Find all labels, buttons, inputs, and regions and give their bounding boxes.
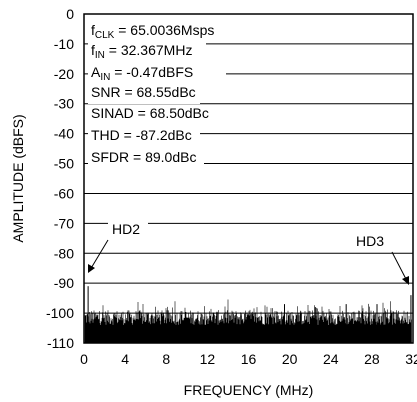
hd3-arrowhead [402, 276, 409, 285]
annotation-thd: THD = -87.2dBc [91, 127, 192, 143]
plot-frame [83, 13, 414, 344]
x-tick-label: 16 [241, 351, 257, 367]
x-tick-label: 28 [364, 351, 380, 367]
annotation-sfdr: SFDR = 89.0dBc [91, 149, 196, 165]
hd3-marker: HD3 [356, 233, 409, 285]
y-tick-label: -70 [54, 215, 74, 231]
y-tick-label: -60 [54, 185, 74, 201]
annotation-sinad: SINAD = 68.50dBc [91, 105, 209, 121]
x-tick-label: 24 [323, 351, 339, 367]
y-tick-labels: 0 -10 -20 -30 -40 -50 -60 -70 -80 -90 -100 -110 [46, 6, 74, 351]
y-tick-label: -90 [54, 275, 74, 291]
label-mask [88, 63, 226, 83]
noise-floor-series [84, 299, 412, 343]
y-tick-label: -50 [54, 156, 74, 172]
hd2-marker: HD2 [88, 221, 140, 273]
label-mask [352, 232, 392, 252]
hd2-label: HD2 [112, 221, 140, 237]
y-tick-label: -30 [54, 96, 74, 112]
label-mask [88, 126, 200, 146]
y-tick-label: -100 [46, 305, 74, 321]
x-axis-title: FREQUENCY (MHz) [184, 382, 314, 398]
y-axis-title: AMPLITUDE (dBFS) [10, 114, 26, 242]
grid [84, 20, 413, 314]
y-tick-label: 0 [66, 6, 74, 22]
hd2-arrow [89, 239, 109, 271]
noise-floor-trace [84, 299, 412, 343]
y-tick-label: -40 [54, 126, 74, 142]
y-tick-label: -10 [54, 36, 74, 52]
x-tick-label: 8 [162, 351, 170, 367]
x-tick-labels: 0 4 8 12 16 20 24 28 32 [80, 351, 417, 367]
x-tick-label: 0 [80, 351, 88, 367]
y-tick-label: -110 [47, 335, 74, 351]
y-tick-label: -20 [54, 66, 74, 82]
annotation-snr: SNR = 68.55dBc [91, 84, 196, 100]
spur-series [87, 286, 412, 343]
hd3-arrow [391, 251, 408, 282]
label-mask [88, 84, 200, 104]
label-mask [88, 148, 204, 168]
measurement-annotations: fCLK = 65.0036Msps fIN = 32.367MHz AIN =… [91, 22, 214, 165]
label-mask [88, 105, 208, 125]
label-mask [108, 220, 148, 240]
label-mask [88, 42, 206, 62]
label-mask [88, 20, 228, 40]
x-tick-label: 12 [200, 351, 216, 367]
hd3-label: HD3 [356, 233, 384, 249]
x-tick-label: 4 [121, 351, 129, 367]
x-tick-label: 32 [405, 351, 417, 367]
annotation-ain: AIN = -0.47dBFS [91, 64, 193, 83]
x-tick-label: 20 [282, 351, 298, 367]
y-tick-label: -80 [54, 245, 74, 261]
annotation-fclk: fCLK = 65.0036Msps [91, 22, 214, 41]
annotation-fin: fIN = 32.367MHz [91, 42, 192, 61]
hd2-arrowhead [88, 264, 95, 273]
